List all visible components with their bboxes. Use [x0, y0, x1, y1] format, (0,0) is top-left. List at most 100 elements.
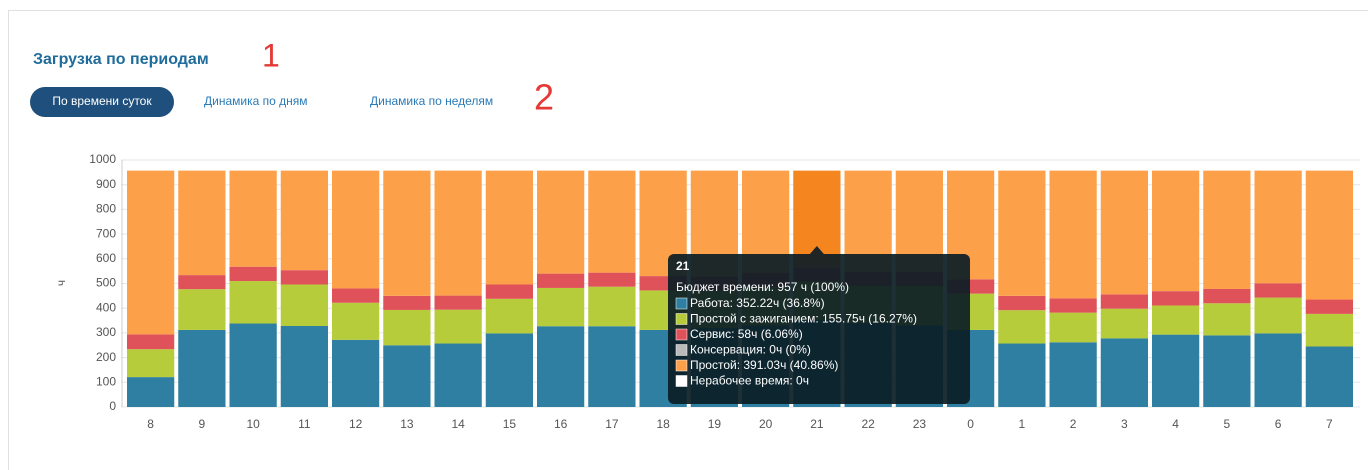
- bar-segment: [588, 170, 636, 273]
- tab-label[interactable]: Динамика по неделям: [370, 94, 493, 108]
- bar-segment: [229, 323, 277, 407]
- bar-segment: [1305, 313, 1353, 347]
- bar-segment: [588, 326, 636, 407]
- annotation: 1: [262, 37, 280, 73]
- tooltip-swatch: [675, 328, 688, 341]
- bar-segment: [537, 170, 585, 274]
- bar-segment: [178, 329, 226, 407]
- bar-segment: [332, 288, 380, 303]
- bar-segment: [1305, 346, 1353, 407]
- tooltip: [668, 254, 970, 404]
- x-tick-label: 22: [861, 417, 875, 431]
- y-tick-label: 600: [96, 251, 116, 265]
- tooltip-swatch: [675, 344, 688, 356]
- bar-segment: [280, 325, 328, 407]
- bar-segment: [1203, 288, 1251, 304]
- bar-segment: [434, 309, 482, 344]
- bar-segment: [588, 286, 636, 327]
- bar-segment: [1152, 334, 1200, 407]
- bar-segment: [1049, 312, 1097, 343]
- tooltip-item: Нерабочее время: 0ч: [690, 374, 809, 388]
- x-tick-label: 18: [656, 417, 670, 431]
- x-tick-label: 10: [246, 417, 260, 431]
- bar-segment: [1100, 170, 1148, 295]
- tooltip-item: Работа: 352.22ч (36.8%): [690, 296, 825, 310]
- tooltip-item: Простой с зажиганием: 155.75ч (16.27%): [690, 312, 917, 326]
- bar-segment: [485, 298, 533, 334]
- x-tick-label: 12: [349, 417, 363, 431]
- bar-segment: [1152, 170, 1200, 292]
- bar-segment: [332, 170, 380, 289]
- bar-segment: [229, 266, 277, 282]
- bar-segment: [280, 270, 328, 285]
- y-tick-label: 900: [96, 177, 116, 191]
- tab-label[interactable]: По времени суток: [52, 94, 152, 108]
- bar-segment: [1254, 333, 1302, 407]
- bar-segment: [1254, 297, 1302, 334]
- y-tick-label: 200: [96, 350, 116, 364]
- tooltip-swatch: [675, 313, 688, 325]
- y-tick-label: 800: [96, 202, 116, 216]
- bar-segment: [485, 170, 533, 285]
- tooltip-swatch: [675, 375, 688, 387]
- bar-segment: [1305, 299, 1353, 314]
- page-title: Загрузка по периодам: [33, 51, 209, 68]
- x-tick-label: 23: [913, 417, 927, 431]
- bar-segment: [1203, 170, 1251, 289]
- x-tick-label: 6: [1275, 417, 1282, 431]
- x-tick-label: 21: [810, 417, 824, 431]
- bar-segment: [1100, 308, 1148, 339]
- bar-segment: [229, 281, 277, 324]
- x-tick-label: 7: [1326, 417, 1333, 431]
- bar-segment: [434, 343, 482, 407]
- bar-segment: [332, 302, 380, 340]
- bar-segment: [537, 287, 585, 327]
- y-tick-label: 400: [96, 300, 116, 314]
- bar-segment: [280, 284, 328, 326]
- x-tick-label: 15: [503, 417, 517, 431]
- bar-segment: [1049, 342, 1097, 407]
- x-tick-label: 14: [451, 417, 465, 431]
- tooltip-item: Сервис: 58ч (6.06%): [690, 327, 803, 341]
- x-tick-label: 9: [199, 417, 206, 431]
- tooltip-item: Простой: 391.03ч (40.86%): [690, 358, 838, 372]
- bar-segment: [1203, 303, 1251, 336]
- y-tick-label: 1000: [89, 152, 116, 166]
- y-tick-label: 700: [96, 226, 116, 240]
- bar-segment: [178, 170, 226, 276]
- tab-active[interactable]: [30, 87, 174, 117]
- x-tick-label: 0: [967, 417, 974, 431]
- bar-segment: [1152, 305, 1200, 335]
- tab-label[interactable]: Динамика по дням: [204, 94, 308, 108]
- bar-segment: [1049, 298, 1097, 313]
- bar-segment: [127, 349, 175, 378]
- bar-segment: [1203, 335, 1251, 407]
- bar-segment: [127, 377, 175, 407]
- bar-segment: [332, 339, 380, 407]
- bar-segment: [588, 272, 636, 287]
- bar-segment: [1305, 170, 1353, 300]
- x-tick-label: 11: [298, 417, 311, 431]
- bar-segment: [383, 345, 431, 407]
- bar-segment: [537, 326, 585, 407]
- bar-segment: [1049, 170, 1097, 299]
- bar-segment: [229, 170, 277, 267]
- x-tick-label: 3: [1121, 417, 1128, 431]
- bar-segment: [537, 273, 585, 288]
- bar-segment: [998, 343, 1046, 407]
- bar-segment: [1100, 294, 1148, 309]
- bar-segment: [1100, 338, 1148, 407]
- bar-segment: [998, 295, 1046, 311]
- annotation: 2: [534, 77, 554, 118]
- x-tick-label: 2: [1070, 417, 1077, 431]
- bar-segment: [127, 334, 175, 350]
- bar-segment: [1152, 291, 1200, 306]
- bar-segment: [434, 295, 482, 310]
- bar-segment: [1254, 283, 1302, 298]
- bar-segment: [998, 170, 1046, 296]
- y-axis-label: ч: [54, 280, 68, 286]
- x-tick-label: 1: [1019, 417, 1026, 431]
- bar-segment: [485, 284, 533, 299]
